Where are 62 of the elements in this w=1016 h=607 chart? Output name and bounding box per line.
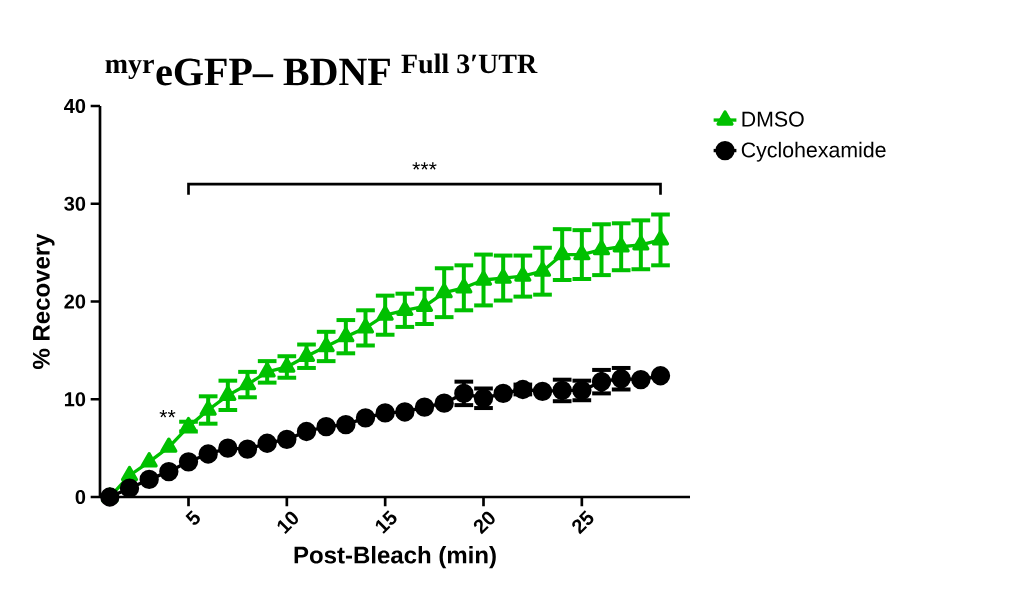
point	[139, 469, 159, 490]
point	[435, 283, 453, 299]
point	[395, 402, 415, 422]
point	[237, 439, 258, 459]
point	[120, 465, 139, 482]
chart-title: $^{\text{myr}}\text{eGFP– BDNF}\;^{\text{Full 3′UTR}}$	[105, 53, 538, 86]
point	[159, 461, 179, 482]
point	[218, 438, 238, 458]
point	[631, 370, 651, 390]
point	[434, 393, 454, 413]
x-tick-label: 25	[572, 510, 594, 535]
point	[356, 318, 375, 334]
point	[119, 478, 140, 498]
point	[533, 261, 552, 277]
point	[198, 444, 218, 464]
annotation: ***	[412, 162, 437, 170]
point	[316, 416, 336, 437]
point	[612, 237, 630, 253]
point	[494, 268, 512, 284]
x-axis-title: Post-Bleach (min)	[294, 545, 496, 569]
point	[415, 296, 434, 313]
point	[573, 244, 591, 261]
point	[336, 415, 356, 435]
point	[553, 244, 571, 261]
point	[296, 421, 317, 442]
point	[160, 437, 178, 453]
x-tick-label: 5	[185, 510, 200, 525]
legend-label: Cyclohexamide	[741, 141, 886, 162]
point	[355, 408, 376, 428]
point	[455, 278, 473, 294]
point	[140, 452, 158, 468]
point	[474, 270, 493, 286]
y-tick-label: 0	[75, 489, 86, 505]
point	[337, 327, 355, 343]
point	[396, 300, 414, 316]
point	[632, 235, 650, 251]
y-axis-title: % Recovery	[32, 233, 55, 369]
point	[100, 487, 120, 507]
y-tick-label: 30	[64, 196, 86, 211]
point	[375, 403, 395, 423]
x-tick-label: 20	[473, 511, 495, 535]
annotation: **	[159, 409, 176, 418]
point	[257, 433, 277, 453]
point	[514, 266, 532, 282]
point	[493, 383, 513, 404]
x-tick-label: 10	[277, 511, 298, 534]
point	[650, 366, 671, 386]
point	[592, 240, 611, 256]
y-tick-label: 20	[64, 294, 86, 309]
point	[219, 385, 237, 402]
point	[199, 400, 217, 416]
point	[317, 336, 335, 353]
legend-label: DMSO	[742, 111, 804, 127]
point	[277, 429, 297, 449]
y-tick-label: 10	[64, 392, 86, 407]
point	[414, 397, 435, 417]
point	[376, 305, 394, 321]
point	[532, 381, 553, 402]
x-tick-label: 15	[375, 510, 397, 534]
point	[651, 230, 670, 246]
point	[178, 452, 199, 472]
y-tick-label: 40	[64, 98, 86, 114]
